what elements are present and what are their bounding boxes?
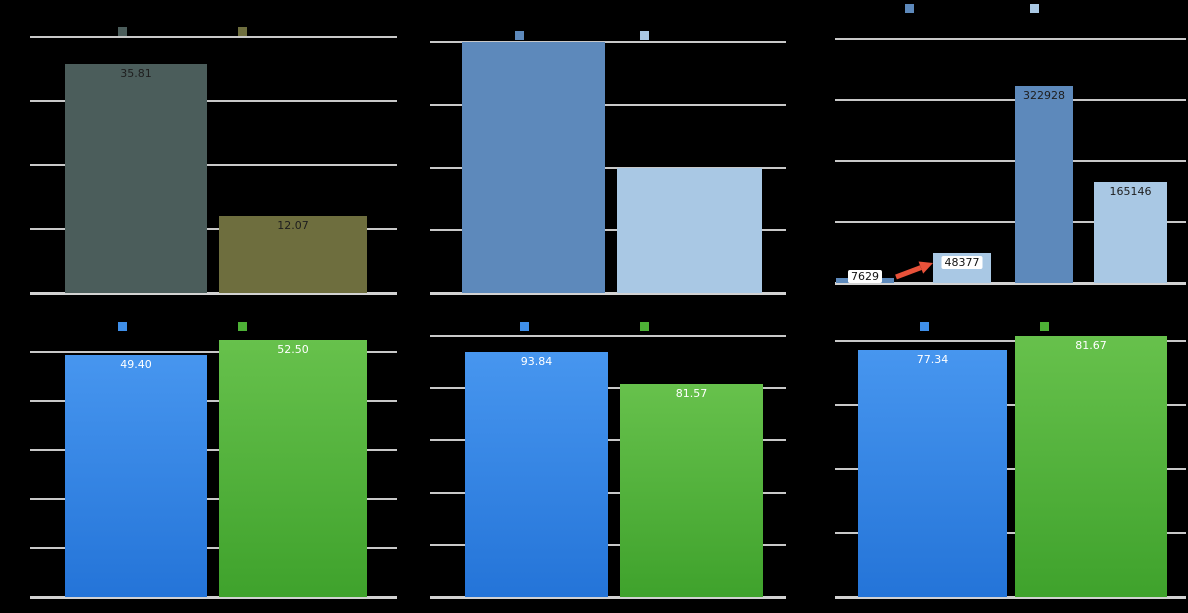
- gridline: [430, 387, 786, 390]
- legend-swatch: [640, 31, 649, 40]
- gridline: [30, 36, 397, 38]
- gridline: [30, 164, 397, 166]
- bar-value-label: 93.84: [520, 355, 553, 369]
- x-axis-line: [30, 595, 397, 599]
- gridline: [430, 103, 786, 106]
- bar: [465, 352, 608, 597]
- gridline: [30, 228, 397, 230]
- x-axis-line: [835, 595, 1186, 599]
- bar: [858, 349, 1007, 597]
- gridline: [430, 543, 786, 546]
- gridline: [835, 404, 1186, 406]
- bar-value-label: 81.57: [675, 387, 708, 401]
- legend-swatch: [640, 322, 649, 331]
- gridline: [835, 99, 1186, 101]
- gridline: [835, 160, 1186, 162]
- bar-value-label: 35.81: [120, 66, 152, 80]
- legend-swatch: [238, 322, 247, 331]
- gridline: [30, 351, 397, 353]
- bar: [617, 167, 762, 293]
- bar: [462, 42, 605, 293]
- gridline: [30, 449, 397, 451]
- gridline: [30, 100, 397, 102]
- legend-swatch: [1040, 322, 1049, 331]
- gridline: [430, 335, 786, 337]
- legend-swatch: [920, 322, 929, 331]
- bar-value-label: 77.34: [916, 352, 949, 366]
- bar: [219, 215, 367, 293]
- bar: [620, 384, 763, 597]
- bar-value-label: 52.50: [277, 342, 309, 356]
- gridline: [835, 532, 1186, 534]
- x-axis-line: [430, 595, 786, 599]
- gridline: [430, 439, 786, 442]
- x-axis-line: [430, 291, 786, 295]
- bar-value-label: 81.67: [1075, 338, 1107, 352]
- gridline: [30, 400, 397, 402]
- gridline: [835, 38, 1186, 40]
- legend-swatch: [118, 322, 127, 331]
- bar: [65, 354, 207, 597]
- bar: [1094, 182, 1167, 283]
- bar-value-label: 12.07: [277, 218, 309, 232]
- gridline: [835, 468, 1186, 470]
- bar-value-label: 165146: [1109, 185, 1152, 199]
- legend-swatch: [1030, 4, 1039, 13]
- x-axis-line: [835, 281, 1186, 285]
- gridline: [835, 221, 1186, 223]
- gridline: [430, 166, 786, 169]
- bar: [1015, 86, 1073, 283]
- legend-swatch: [118, 27, 127, 36]
- bar-value-label: 322928: [1023, 89, 1065, 102]
- gridline: [430, 41, 786, 43]
- x-axis-line: [30, 291, 397, 295]
- gridline: [835, 340, 1186, 342]
- legend-swatch: [238, 27, 247, 36]
- gridline: [30, 547, 397, 549]
- bar-value-label: 48377: [941, 256, 983, 270]
- gridline: [30, 498, 397, 500]
- bar-value-label: 7629: [848, 270, 882, 284]
- bar-value-label: 49.40: [120, 357, 152, 371]
- bar: [219, 339, 367, 597]
- legend-swatch: [515, 31, 524, 40]
- legend-swatch: [905, 4, 914, 13]
- legend-swatch: [520, 322, 529, 331]
- bar: [1015, 335, 1167, 597]
- gridline: [430, 229, 786, 232]
- gridline: [430, 491, 786, 494]
- bar: [65, 63, 207, 293]
